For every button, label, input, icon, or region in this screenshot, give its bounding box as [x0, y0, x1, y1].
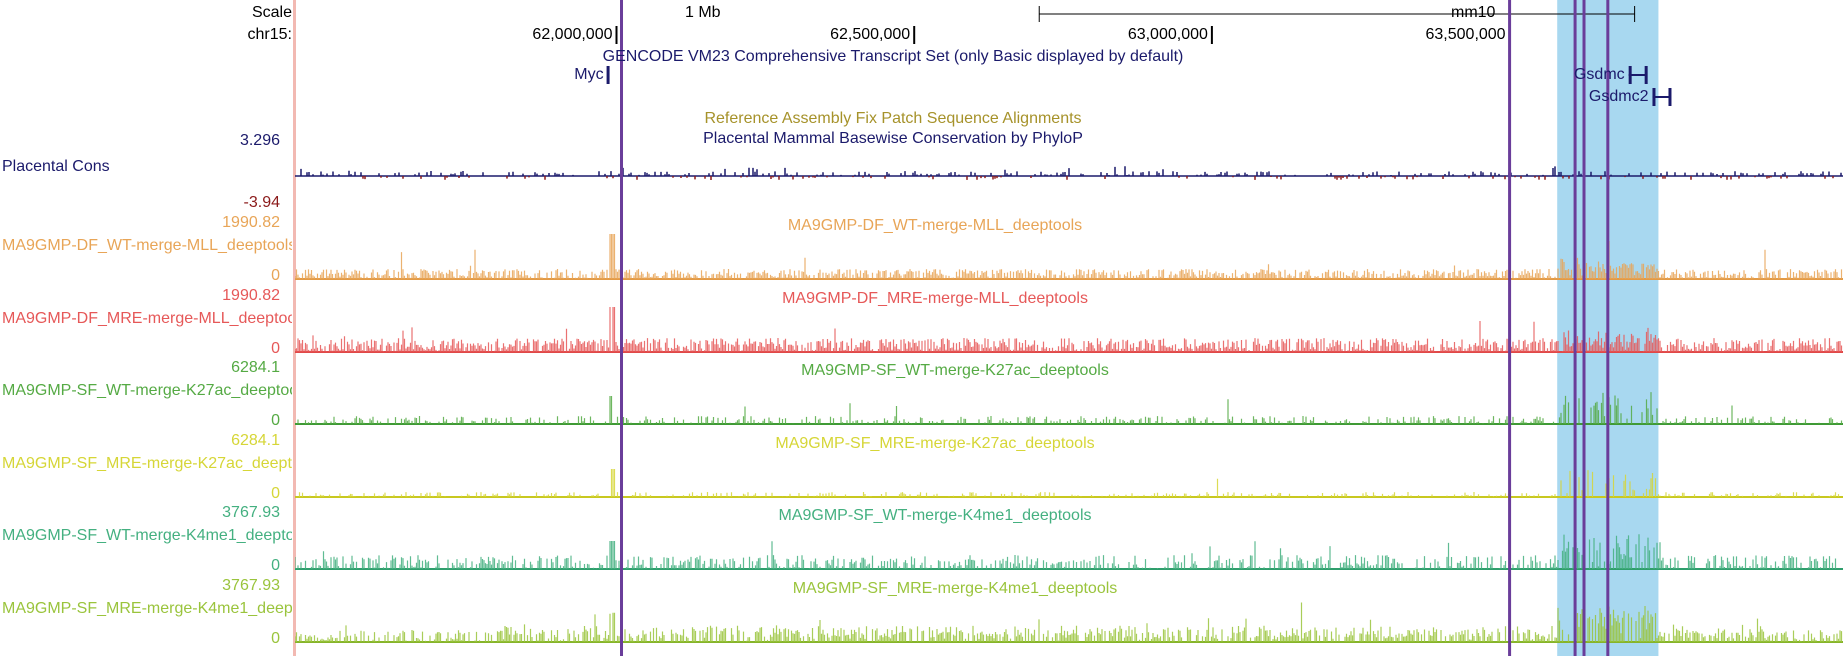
fix-patch-title[interactable]: Reference Assembly Fix Patch Sequence Al… — [704, 110, 1082, 127]
df-wt-mll-track-label[interactable]: MA9GMP-DF_WT-merge-MLL_deeptools — [2, 237, 292, 254]
scale-bar-label: 1 Mb — [685, 4, 721, 21]
sf-mre-k27ac-max-label: 6284.1 — [231, 432, 280, 449]
df-wt-mll-max-label: 1990.82 — [222, 214, 280, 231]
sf-wt-k4me1-track-label[interactable]: MA9GMP-SF_WT-merge-K4me1_deeptools — [2, 527, 292, 544]
df-mre-mll-track-label[interactable]: MA9GMP-DF_MRE-merge-MLL_deeptools — [2, 310, 292, 327]
scale-label: Scale — [251, 4, 292, 21]
sf-mre-k4me1-min-label: 0 — [271, 630, 280, 647]
df-mre-mll-bars — [295, 307, 1843, 352]
track-label-column: Scale chr15: 3.296 Placental Cons -3.94 … — [0, 0, 295, 656]
sf-wt-k4me1-track-title[interactable]: MA9GMP-SF_WT-merge-K4me1_deeptools — [778, 507, 1092, 524]
df-wt-mll-bars — [295, 234, 1843, 279]
cons-track-title[interactable]: Placental Mammal Basewise Conservation b… — [703, 130, 1083, 147]
position-label: 63,000,000 — [1127, 26, 1208, 43]
chromosome-label: chr15: — [247, 26, 292, 43]
df-mre-mll-track-title[interactable]: MA9GMP-DF_MRE-merge-MLL_deeptools — [782, 290, 1088, 307]
sf-wt-k4me1-min-label: 0 — [271, 557, 280, 574]
cons-track-label[interactable]: Placental Cons — [2, 158, 110, 175]
left-panel-border — [293, 0, 296, 656]
cons-max-label: 3.296 — [239, 132, 280, 149]
sf-wt-k27ac-max-label: 6284.1 — [231, 359, 280, 376]
df-mre-mll-max-label: 1990.82 — [222, 287, 280, 304]
tracks-canvas — [295, 0, 1843, 656]
gene-track-title[interactable]: GENCODE VM23 Comprehensive Transcript Se… — [602, 48, 1184, 65]
sf-wt-k27ac-min-label: 0 — [271, 412, 280, 429]
sf-wt-k27ac-track-title[interactable]: MA9GMP-SF_WT-merge-K27ac_deeptools — [801, 362, 1109, 379]
gene-gsdmc2-exon — [1668, 88, 1672, 106]
df-wt-mll-min-label: 0 — [271, 267, 280, 284]
gene-label-myc[interactable]: Myc — [574, 66, 604, 83]
gene-track-layer — [606, 66, 1672, 106]
position-label: 62,500,000 — [830, 26, 911, 43]
sf-mre-k4me1-track-title[interactable]: MA9GMP-SF_MRE-merge-K4me1_deeptools — [792, 580, 1118, 597]
track-data-area[interactable]: 1 Mb mm10 62,000,000 62,500,000 63,000,000… — [295, 0, 1843, 656]
cons-positive-signal — [300, 166, 1842, 176]
sf-mre-k27ac-track-title[interactable]: MA9GMP-SF_MRE-merge-K27ac_deeptools — [775, 435, 1095, 452]
cons-negative-signal — [362, 176, 1834, 180]
gene-gsdmc-exon — [1628, 66, 1632, 84]
sf-wt-k27ac-bars — [297, 392, 1843, 424]
df-mre-mll-min-label: 0 — [271, 340, 280, 357]
sf-mre-k27ac-track-label[interactable]: MA9GMP-SF_MRE-merge-K27ac_deeptools — [2, 455, 292, 472]
sf-mre-k4me1-track-label[interactable]: MA9GMP-SF_MRE-merge-K4me1_deeptools — [2, 600, 292, 617]
sf-wt-k4me1-max-label: 3767.93 — [222, 504, 280, 521]
sf-mre-k27ac-min-label: 0 — [271, 485, 280, 502]
df-wt-mll-track-title[interactable]: MA9GMP-DF_WT-merge-MLL_deeptools — [787, 217, 1083, 234]
sf-wt-k27ac-track-label[interactable]: MA9GMP-SF_WT-merge-K27ac_deeptools — [2, 382, 292, 399]
gene-label-gsdmc2[interactable]: Gsdmc2 — [1588, 88, 1649, 105]
position-label: 63,500,000 — [1425, 26, 1506, 43]
gene-gsdmc2-exon — [1652, 88, 1656, 106]
gene-myc-glyph — [606, 66, 610, 84]
cons-min-label: -3.94 — [243, 194, 280, 211]
gene-label-gsdmc[interactable]: Gsdmc — [1573, 66, 1625, 83]
assembly-label: mm10 — [1451, 4, 1496, 21]
position-label: 62,000,000 — [532, 26, 613, 43]
sf-mre-k27ac-bars — [298, 469, 1840, 497]
sf-mre-k27ac-signal — [295, 469, 1843, 498]
sf-mre-k4me1-max-label: 3767.93 — [222, 577, 280, 594]
gene-gsdmc-exon — [1644, 66, 1648, 84]
vertical-marker-layer — [620, 0, 1610, 656]
sf-mre-k4me1-bars — [295, 602, 1843, 642]
